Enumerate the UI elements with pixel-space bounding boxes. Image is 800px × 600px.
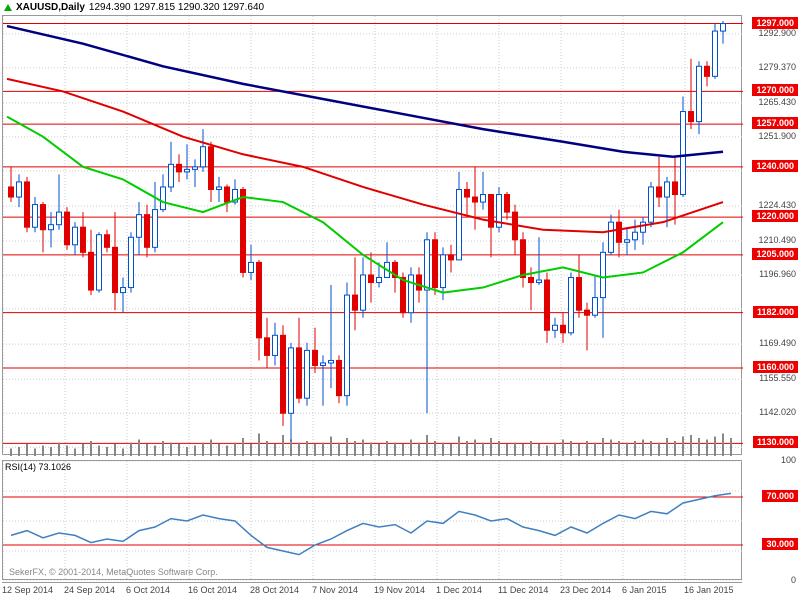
rsi-y-axis: 010030.00070.000	[742, 460, 798, 580]
x-axis: 12 Sep 201424 Sep 20146 Oct 201416 Oct 2…	[2, 582, 742, 598]
copyright-label: SekerFX, © 2001-2014, MetaQuotes Softwar…	[9, 567, 218, 577]
price-y-axis: 1292.9001279.3701265.4301251.9001224.430…	[742, 15, 798, 455]
ohlc-label: 1294.390 1297.815 1290.320 1297.640	[89, 2, 264, 13]
price-chart[interactable]	[2, 15, 742, 455]
symbol-label: XAUUSD,Daily	[16, 2, 85, 13]
chart-header: XAUUSD,Daily 1294.390 1297.815 1290.320 …	[4, 2, 264, 13]
up-triangle-icon	[4, 4, 12, 11]
rsi-panel[interactable]: RSI(14) 73.1026 SekerFX, © 2001-2014, Me…	[2, 460, 742, 580]
price-chart-svg	[3, 16, 743, 456]
rsi-svg	[3, 461, 743, 581]
